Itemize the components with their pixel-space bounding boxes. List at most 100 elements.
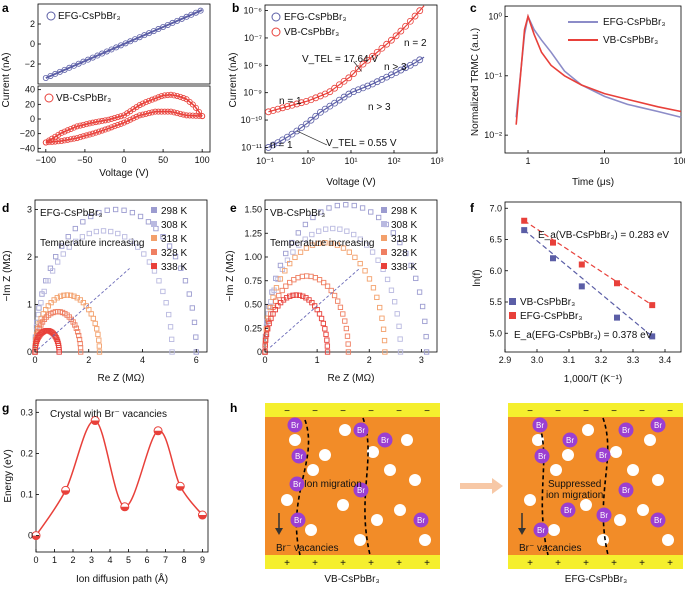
vb-series-line xyxy=(45,110,203,144)
data-point xyxy=(359,60,367,68)
vb-data-point xyxy=(127,116,134,123)
legend-label: 308 K xyxy=(161,220,187,231)
data-point xyxy=(408,262,414,269)
data-point xyxy=(359,84,367,92)
data-point-fill xyxy=(198,515,207,520)
migration-path xyxy=(602,417,609,556)
x-tick: 2 xyxy=(70,555,75,565)
top-electrode xyxy=(265,403,440,417)
electrode-minus: − xyxy=(424,406,430,417)
vb-data-point xyxy=(121,112,128,119)
vb-data-point xyxy=(89,130,96,137)
data-point xyxy=(48,299,54,306)
panel-c-plot: 10⁰ 10⁻¹ 10⁻² 1 10 100 xyxy=(484,11,685,166)
panel-d-plot: 0 1 2 3 0 2 4 6 xyxy=(27,205,199,365)
data-point xyxy=(287,293,293,299)
data-point xyxy=(321,279,327,286)
data-point xyxy=(263,326,269,332)
br-ion xyxy=(596,507,612,523)
data-point xyxy=(375,257,381,263)
data-point xyxy=(406,17,414,25)
electrode-minus: − xyxy=(639,406,645,417)
data-point xyxy=(373,48,381,56)
panel-h-label: h xyxy=(230,401,237,415)
vb-data-point xyxy=(133,104,140,111)
data-point xyxy=(160,288,166,295)
data-point xyxy=(357,260,363,267)
panel-d-title: EFG-CsPbBr₃ xyxy=(40,208,102,219)
electrode-plus: + xyxy=(340,558,346,569)
y-tick: 0.2 xyxy=(20,448,33,458)
legend-vb: VB-CsPbBr₃ xyxy=(520,297,575,308)
data-point xyxy=(268,299,274,305)
y-tick: 10⁻⁸ xyxy=(243,60,262,70)
data-point xyxy=(316,240,322,246)
br-ion xyxy=(595,447,611,463)
br-ion-label: Br xyxy=(417,516,425,525)
vacancy xyxy=(582,424,594,436)
br-ion xyxy=(650,417,666,433)
vb-data-point xyxy=(74,135,81,142)
data-point xyxy=(135,244,141,250)
y-tick: 0.1 xyxy=(20,489,33,499)
vb-schematic: − + − + − + − + − + − + Br Br Br Br Br Br Br Br Ion migrati… xyxy=(265,403,440,585)
data-point xyxy=(189,305,195,311)
vacancy xyxy=(367,446,379,458)
data-point xyxy=(374,294,380,301)
x-tick: 100 xyxy=(673,156,685,166)
data-point xyxy=(550,239,556,246)
x-tick: 6 xyxy=(194,355,199,365)
fit-line xyxy=(523,229,653,337)
data-point xyxy=(53,253,59,260)
data-point-fill xyxy=(176,486,185,491)
data-point xyxy=(79,234,86,240)
br-ion-label: Br xyxy=(622,426,630,435)
electrode-minus: − xyxy=(611,406,617,417)
vb-data-point xyxy=(158,108,165,115)
data-point xyxy=(35,311,42,318)
data-point xyxy=(166,243,173,249)
data-point xyxy=(186,291,192,297)
data-point xyxy=(649,333,656,340)
annotation-ea-vb: E_a(VB-CsPbBr₃) = 0.283 eV xyxy=(538,230,669,241)
vb-data-point xyxy=(80,121,87,128)
data-point xyxy=(263,331,270,338)
panel-f-xlabel: 1,000/T (K⁻¹) xyxy=(564,374,622,385)
electrode-minus: − xyxy=(340,406,346,417)
data-point xyxy=(343,202,349,208)
data-point xyxy=(36,325,43,331)
data-point xyxy=(322,326,328,332)
data-point xyxy=(295,275,301,281)
panel-f-frame xyxy=(504,201,682,353)
data-point xyxy=(293,127,301,135)
x-tick: 4 xyxy=(140,355,145,365)
y-tick: 1 xyxy=(27,300,32,310)
data-point xyxy=(312,94,320,102)
br-ion-label: Br xyxy=(599,451,607,460)
data-point xyxy=(324,349,331,355)
legend-marker xyxy=(151,221,157,227)
bottom-electrode xyxy=(265,555,440,569)
data-point xyxy=(266,320,272,327)
legend-vb: VB-CsPbBr₃ xyxy=(56,93,111,104)
data-point xyxy=(283,133,291,141)
electrode-minus: − xyxy=(368,406,374,417)
x-tick: 10³ xyxy=(430,156,443,166)
annotation-n1-upper: n = 1 xyxy=(279,96,302,107)
vb-data-point xyxy=(99,127,106,134)
vb-data-point xyxy=(139,111,146,118)
data-point xyxy=(394,311,400,317)
data-point xyxy=(380,326,387,332)
data-point xyxy=(274,105,282,113)
electrode-plus: + xyxy=(396,558,402,569)
data-point xyxy=(310,214,316,221)
vacancy xyxy=(652,474,664,486)
vb-data-point xyxy=(64,127,71,134)
data-point xyxy=(100,228,107,234)
data-point xyxy=(282,268,288,274)
data-point xyxy=(335,81,343,89)
panel-g: g 0 0.1 0.2 0.3 0 1 2 3 4 5 6 7 8 9 Crystal with Br⁻ … xyxy=(2,399,209,585)
br-ion xyxy=(353,422,369,438)
